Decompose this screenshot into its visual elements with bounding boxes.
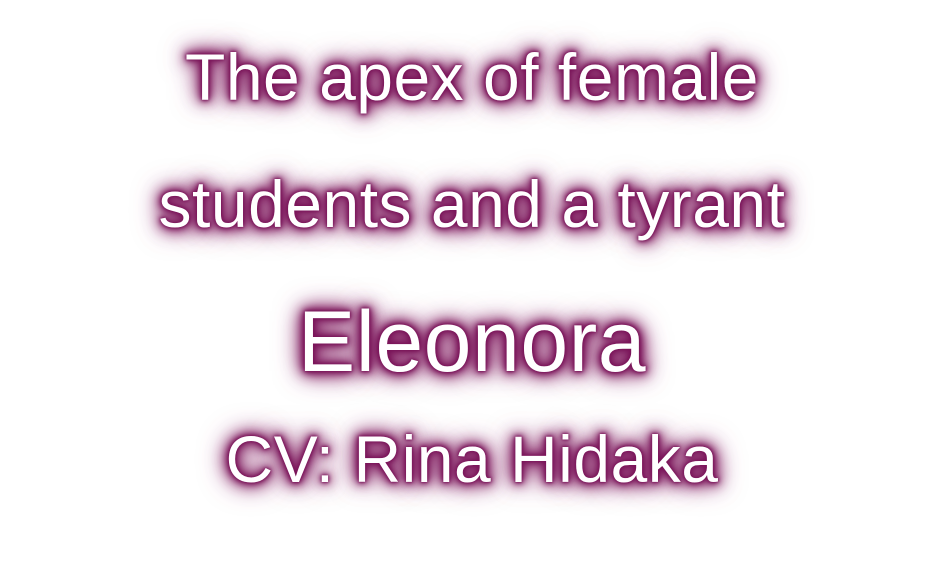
character-name: Eleonora — [297, 294, 647, 390]
caption-line-2: students and a tyrant — [158, 167, 786, 241]
voice-actor-credit: CV: Rina Hidaka — [225, 422, 719, 496]
caption-line-1: The apex of female — [185, 40, 759, 114]
